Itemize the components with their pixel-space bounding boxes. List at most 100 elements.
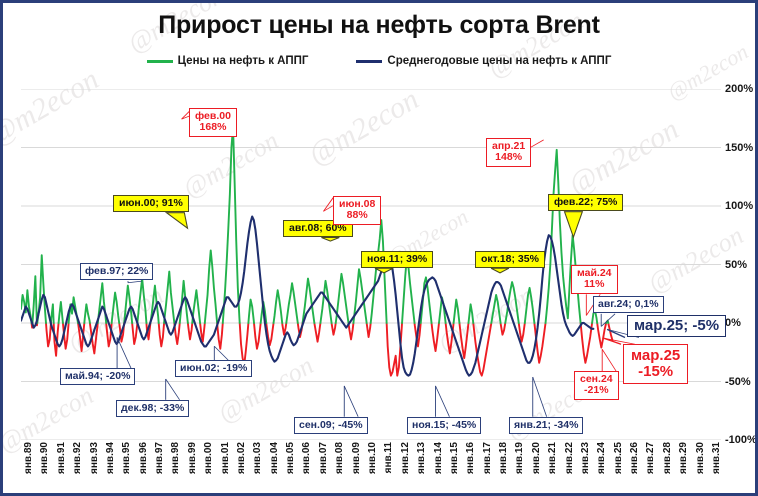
annotation-label: июн.02; -19% (180, 362, 248, 374)
y-axis-tick-label: 150% (725, 141, 754, 154)
annotation-label-line2: 11% (584, 278, 605, 291)
annotation-label-line2: 168% (199, 121, 227, 134)
x-axis-tick-label: янв.14 (432, 442, 444, 474)
annotation-sep09[interactable]: сен.09; -45% (294, 417, 368, 435)
annotation-label-line1: мар.25 (631, 347, 681, 364)
y-axis-tick-label: -100% (725, 434, 757, 446)
annotation-jan21[interactable]: янв.21; -34% (509, 417, 584, 435)
annotation-label: май.94; -20% (65, 370, 131, 382)
annotation-label: дек.98; -33% (121, 402, 185, 414)
legend-swatch-navy (356, 59, 383, 63)
x-axis-tick-label: янв.13 (416, 442, 428, 474)
chart-legend: Цены на нефть к АППГ Среднегодовые цены … (3, 55, 755, 67)
annotation-mar25blue[interactable]: мар.25; -5% (627, 315, 727, 338)
x-axis-tick-label: янв.19 (514, 442, 526, 474)
x-axis-tick-label: янв.16 (465, 442, 477, 474)
x-axis-tick-label: янв.15 (448, 442, 460, 474)
x-axis-tick-label: янв.06 (301, 442, 313, 474)
x-axis-tick-label: янв.23 (579, 442, 591, 474)
x-axis-tick-label: янв.94 (104, 442, 116, 474)
annotation-callouts: май.94; -20% фев.97; 22% дек.98; -33% июн.0… (3, 3, 755, 493)
x-axis-tick-label: янв.09 (350, 442, 362, 474)
x-axis-tick-label: янв.20 (530, 442, 542, 474)
annotation-may94[interactable]: май.94; -20% (60, 368, 136, 386)
annotation-label: фев.97; 22% (85, 265, 149, 277)
x-axis-tick-label: янв.28 (661, 442, 673, 474)
y-axis-tick-label: 200% (725, 83, 754, 95)
annotation-label-line2: -15% (638, 363, 674, 381)
x-axis-tick-label: янв.95 (121, 442, 133, 474)
annotation-nov11[interactable]: ноя.11; 39% (361, 251, 434, 269)
x-axis-tick-label: янв.11 (383, 442, 395, 474)
annotation-jun08[interactable]: июн.08 88% (333, 196, 382, 225)
x-axis-tick-label: янв.07 (317, 442, 329, 474)
x-axis-tick-label: янв.26 (629, 442, 641, 474)
x-axis-tick-label: янв.92 (72, 442, 84, 474)
y-axis-tick-label: 100% (725, 200, 754, 212)
legend-label-annual: Среднегодовые цены на нефть к АППГ (387, 55, 612, 67)
annotation-dec98[interactable]: дек.98; -33% (116, 400, 190, 418)
y-axis-tick-label: 50% (725, 258, 748, 271)
chart-title: Прирост цены на нефть сорта Brent (158, 11, 600, 39)
x-axis: янв.89 янв.90 янв.91 янв.92 янв.93 янв.94 янв.… (21, 440, 722, 493)
x-axis-tick-label: янв.05 (285, 442, 297, 474)
annotation-label: ноя.15; -45% (412, 419, 477, 431)
annotation-nov15[interactable]: ноя.15; -45% (407, 417, 482, 435)
annotation-oct18[interactable]: окт.18; 35% (475, 251, 545, 269)
annotation-mar25red[interactable]: мар.25 -15% (623, 344, 689, 385)
x-axis-tick-label: янв.03 (252, 442, 264, 474)
x-axis-tick-label: янв.99 (186, 442, 198, 474)
x-axis-tick-label: янв.91 (55, 442, 67, 474)
x-axis-tick-label: янв.17 (481, 442, 493, 474)
annotation-label-line1: фев.00 (195, 110, 231, 122)
legend-item-annual: Среднегодовые цены на нефть к АППГ (356, 55, 611, 67)
x-axis-tick-label: янв.00 (203, 442, 215, 474)
annotation-label: авг.24; 0,1% (598, 298, 659, 310)
annotation-label: мар.25; -5% (634, 317, 720, 334)
x-axis-tick-label: янв.18 (498, 442, 510, 474)
annotation-feb00[interactable]: фев.00 168% (189, 108, 237, 137)
x-axis-tick-label: янв.21 (547, 442, 559, 474)
annotation-label-line1: сен.24 (580, 373, 613, 385)
annotation-feb97[interactable]: фев.97; 22% (80, 263, 154, 281)
legend-swatch-green (146, 59, 173, 63)
annotation-label-line2: 88% (346, 209, 368, 222)
plot-area (21, 89, 721, 440)
annotation-label: июн.00; 91% (119, 197, 183, 209)
annotation-label: окт.18; 35% (481, 253, 539, 265)
legend-item-monthly: Цены на нефть к АППГ (146, 55, 308, 67)
x-axis-tick-label: янв.10 (367, 442, 378, 474)
x-axis-tick-label: янв.29 (678, 442, 690, 474)
x-axis-tick-label: янв.96 (137, 442, 149, 474)
annotation-label: янв.21; -34% (514, 419, 579, 431)
annotation-may24[interactable]: май.24 11% (571, 265, 618, 294)
x-axis-tick-label: янв.97 (154, 442, 166, 474)
y-axis-tick-label: 0% (725, 317, 741, 329)
annotation-label: ноя.11; 39% (367, 253, 428, 265)
annotation-feb22[interactable]: фев.22; 75% (548, 194, 624, 212)
annotation-sep24[interactable]: сен.24 -21% (574, 371, 619, 400)
annotation-jun00[interactable]: июн.00; 91% (113, 195, 189, 213)
x-axis-tick-label: янв.98 (170, 442, 182, 474)
x-axis-tick-label: янв.93 (88, 442, 100, 474)
annotation-jun02[interactable]: июн.02; -19% (175, 360, 253, 378)
x-axis-tick-label: янв.02 (235, 442, 247, 474)
y-axis: -100% -50% 0% 50% 100% 150% 200% (725, 83, 755, 446)
x-axis-tick-label: янв.25 (612, 442, 624, 474)
y-axis-tick-label: -50% (725, 375, 751, 388)
x-axis-tick-label: янв.89 (23, 442, 34, 474)
annotation-label-line1: июн.08 (339, 198, 376, 210)
annotation-label-line2: -21% (584, 384, 609, 397)
annotation-label-line2: 148% (495, 151, 523, 164)
x-axis-tick-label: янв.31 (711, 442, 722, 474)
x-axis-tick-label: янв.08 (334, 442, 346, 474)
annotation-label: сен.09; -45% (299, 419, 363, 431)
x-axis-tick-label: янв.24 (596, 442, 608, 474)
annotation-label-line1: апр.21 (492, 140, 526, 152)
annotation-apr21[interactable]: апр.21 148% (486, 138, 532, 167)
annotation-label: авг.08; 60% (289, 222, 347, 234)
x-axis-tick-label: янв.30 (694, 442, 706, 474)
annotation-aug24[interactable]: авг.24; 0,1% (593, 296, 664, 314)
x-axis-tick-label: янв.01 (219, 442, 231, 474)
